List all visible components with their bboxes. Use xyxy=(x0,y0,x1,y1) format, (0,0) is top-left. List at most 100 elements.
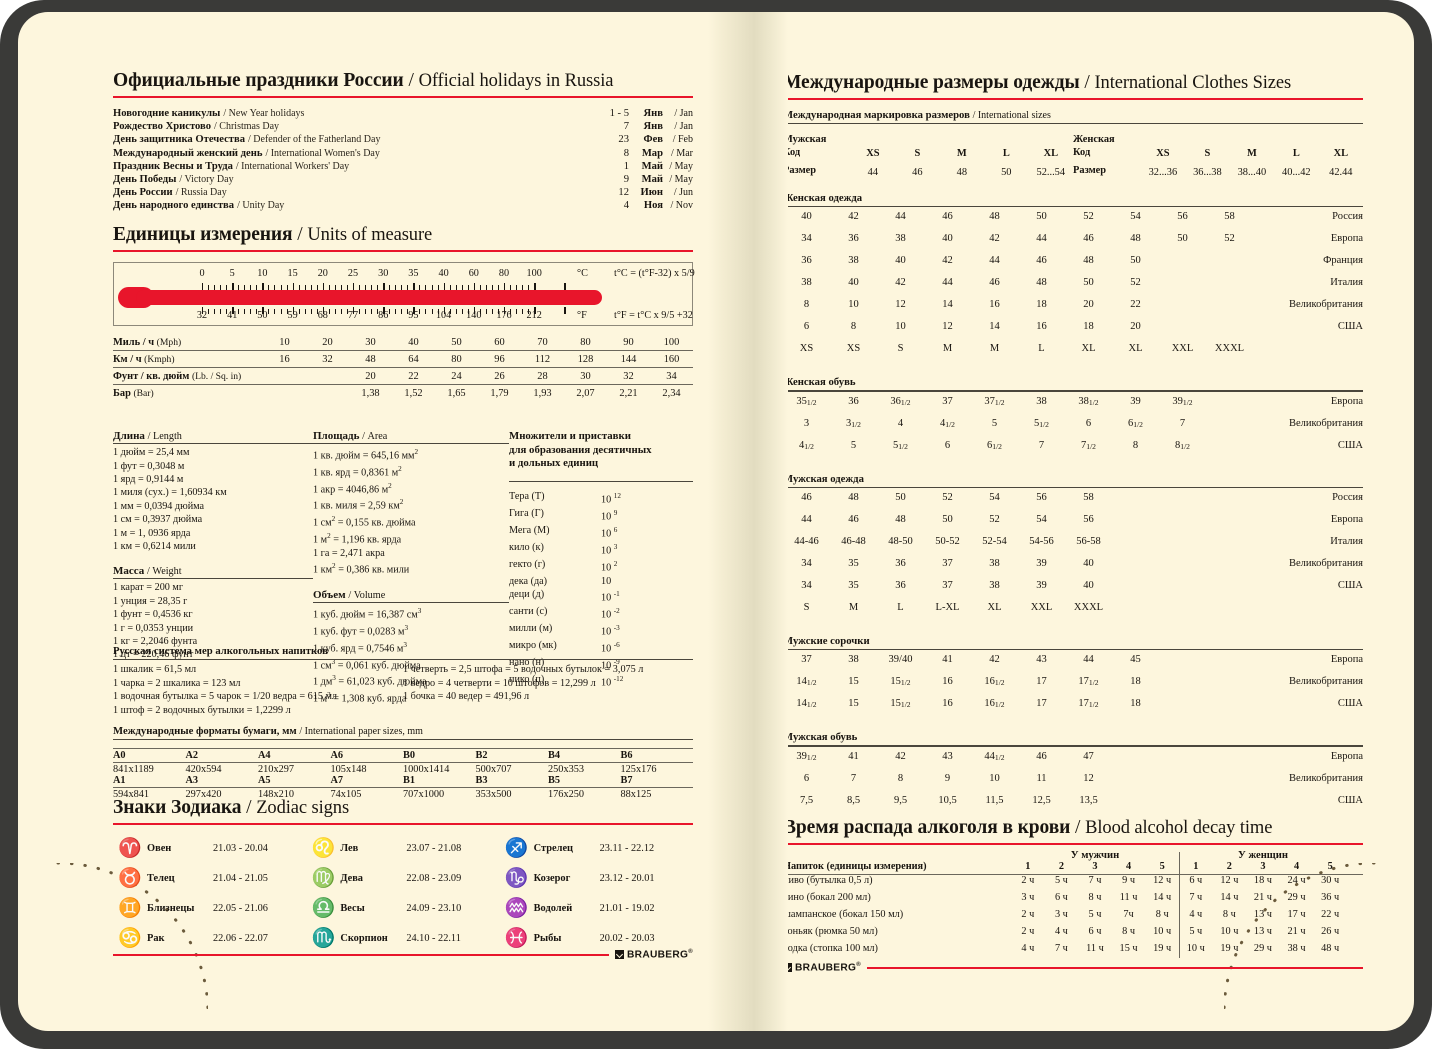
paper-size: 707x1000 xyxy=(403,789,445,801)
size-cell: 10,5 xyxy=(938,794,957,806)
length-item: 1 мм = 0,0394 дюйма xyxy=(113,500,205,512)
weight-heading: Масса / Weight xyxy=(113,565,182,578)
size-cell: 10 xyxy=(848,299,859,311)
zodiac-column-3: ♐ Стрелец 23.11 - 22.12 ♑ Козерог 23.12 - 20.… xyxy=(500,833,693,953)
zodiac-row[interactable]: ♊ Близнецы 22.05 - 21.06 xyxy=(113,893,306,923)
zodiac-row[interactable]: ♒ Водолей 21.01 - 19.02 xyxy=(500,893,693,923)
size-cell: 44 xyxy=(1036,233,1047,245)
men-value: 19 ч xyxy=(1153,943,1172,954)
tick-minor xyxy=(461,309,463,314)
size-cell: XXL xyxy=(1171,343,1194,355)
zodiac-row[interactable]: ♋ Рак 22.06 - 22.07 xyxy=(113,923,306,953)
fahrenheit-tick: 140 xyxy=(466,310,482,321)
men-value: 15 ч xyxy=(1119,943,1138,954)
alcohol-measure-item: 1 ведро = 4 четверти = 10 штофов = 12,29… xyxy=(403,677,596,689)
speed-cell: 1,79 xyxy=(490,387,509,399)
holiday-day: 7 xyxy=(623,121,629,133)
prefix-row: кило (к) 10 3 xyxy=(509,541,693,558)
celsius-tick: 40 xyxy=(438,268,449,279)
women-value: 22 ч xyxy=(1321,909,1340,920)
women-value: 48 ч xyxy=(1321,943,1340,954)
size-cell: 41/2 xyxy=(799,439,814,451)
size-cell: 50 xyxy=(895,491,906,503)
women-value: 21 ч xyxy=(1287,926,1306,937)
zodiac-row[interactable]: ♐ Стрелец 23.11 - 22.12 xyxy=(500,833,693,863)
holiday-month-ru: Ноя xyxy=(643,200,663,212)
women-value: 18 ч xyxy=(1253,875,1272,886)
fraction: 1/2 xyxy=(900,700,911,710)
speed-cell: 1,52 xyxy=(404,387,423,399)
men-code: M xyxy=(956,148,967,160)
size-cell: 42 xyxy=(989,654,1000,666)
zodiac-row[interactable]: ♓ Рыбы 20.02 - 20.03 xyxy=(500,923,693,953)
zodiac-row[interactable]: ♈ Овен 21.03 - 20.04 xyxy=(113,833,306,863)
country-label: Россия xyxy=(1332,211,1363,223)
area-heading: Площадь / Area xyxy=(313,430,388,442)
intl-marking-block: Международная маркировка размеров / Inte… xyxy=(783,109,1363,181)
tick-minor xyxy=(280,285,282,290)
zodiac-name: Водолей xyxy=(533,902,573,914)
size-cell: M xyxy=(942,343,953,355)
zodiac-row[interactable]: ♍ Дева 22.08 - 23.09 xyxy=(306,863,499,893)
women-value: 12 ч xyxy=(1220,875,1239,886)
zodiac-name: Скорпион xyxy=(340,932,388,944)
tick-minor xyxy=(395,309,397,314)
men-value: 9 ч xyxy=(1122,875,1136,886)
exponent: -12 xyxy=(613,675,624,684)
intl-marking-table: Мужская Код XS S M L XL Женская Код XS S M L XL Размер… xyxy=(783,131,1363,181)
fraction: 1/2 xyxy=(1086,441,1096,451)
size-cell: 39 xyxy=(1130,395,1141,407)
fraction: 1/2 xyxy=(898,441,908,451)
womens-clothes-block: Женская одежда 40 42 44 46 48 50 52 54 56 58 Росси… xyxy=(783,192,1363,365)
drink-header: Напиток (единицы измерения) xyxy=(783,861,927,872)
tick-minor xyxy=(528,309,530,314)
tick-minor xyxy=(449,285,451,290)
zodiac-row[interactable]: ♉ Телец 21.04 - 21.05 xyxy=(113,863,306,893)
size-cell: 141/2 xyxy=(796,676,817,688)
zodiac-dates: 21.04 - 21.05 xyxy=(213,872,268,884)
size-cell: 22 xyxy=(1130,299,1141,311)
size-cell: 47 xyxy=(1083,750,1094,762)
size-cell: 35 xyxy=(848,579,859,591)
women-size: 42.44 xyxy=(1329,167,1353,179)
size-cell: 50 xyxy=(1177,233,1188,245)
fahrenheit-tick: 95 xyxy=(408,310,419,321)
exponent: 2 xyxy=(613,559,618,568)
group-women-label: У женщин xyxy=(1238,850,1288,861)
fahrenheit-tick: 59 xyxy=(287,310,298,321)
zodiac-row[interactable]: ♎ Весы 24.09 - 23.10 xyxy=(306,893,499,923)
size-cell: XL xyxy=(1081,343,1096,355)
length-item: 1 дюйм = 25,4 мм xyxy=(113,447,190,459)
volume-item: 1 куб. фут = 0,0283 м3 xyxy=(313,623,409,638)
speed-row: Миль / ч (Mph) 10 20 30 40 50 60 70 80 90 100 xyxy=(113,334,693,350)
blood-alcohol-title-en: Blood alcohol decay time xyxy=(1085,818,1273,838)
size-cell: 7 xyxy=(850,772,857,784)
country-label: США xyxy=(1337,439,1363,451)
speed-row-unit: (Mph) xyxy=(156,336,182,348)
size-cell: 46 xyxy=(801,491,812,503)
size-cell: 51/2 xyxy=(893,439,908,451)
tick-major xyxy=(292,307,294,314)
size-row: 37 38 39/40 41 42 43 44 45 Европа xyxy=(783,654,1363,676)
size-cell: 42 xyxy=(989,233,1000,245)
women-size: 32...36 xyxy=(1148,167,1178,179)
speed-cell: 30 xyxy=(365,336,376,348)
zodiac-row[interactable]: ♌ Лев 23.07 - 21.08 xyxy=(306,833,499,863)
zodiac-dates: 22.06 - 22.07 xyxy=(213,932,268,944)
zodiac-sign-icon: ♒ xyxy=(504,897,529,919)
units-title-en: Units of measure xyxy=(307,225,433,245)
size-cell: 42 xyxy=(942,255,953,267)
size-cell: 38 xyxy=(895,233,906,245)
paper-code: B0 xyxy=(403,750,416,762)
paper-code: B4 xyxy=(548,750,561,762)
volume-item: 1 м3 = 1,308 куб. ярда xyxy=(313,691,407,705)
zodiac-name: Весы xyxy=(340,902,365,914)
tick-minor xyxy=(389,285,391,290)
size-cell: 54 xyxy=(1036,513,1047,525)
zodiac-row[interactable]: ♏ Скорпион 24.10 - 22.11 xyxy=(306,923,499,953)
zodiac-row[interactable]: ♑ Козерог 23.12 - 20.01 xyxy=(500,863,693,893)
zodiac-sign-icon: ♉ xyxy=(118,867,142,889)
divider xyxy=(113,350,693,351)
celsius-tick: 5 xyxy=(229,268,235,279)
holiday-month-ru: Май xyxy=(641,160,663,172)
